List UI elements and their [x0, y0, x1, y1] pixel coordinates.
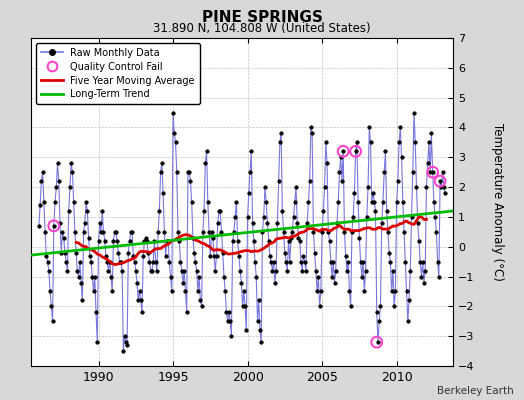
Point — [436, 178, 444, 184]
Point — [373, 339, 381, 345]
Point — [352, 148, 360, 154]
Y-axis label: Temperature Anomaly (°C): Temperature Anomaly (°C) — [492, 123, 504, 281]
Point — [339, 148, 347, 154]
Text: 31.890 N, 104.808 W (United States): 31.890 N, 104.808 W (United States) — [153, 22, 371, 35]
Text: PINE SPRINGS: PINE SPRINGS — [202, 10, 322, 25]
Point — [429, 169, 437, 175]
Point — [50, 223, 58, 229]
Text: Berkeley Earth: Berkeley Earth — [437, 386, 514, 396]
Legend: Raw Monthly Data, Quality Control Fail, Five Year Moving Average, Long-Term Tren: Raw Monthly Data, Quality Control Fail, … — [36, 43, 200, 104]
